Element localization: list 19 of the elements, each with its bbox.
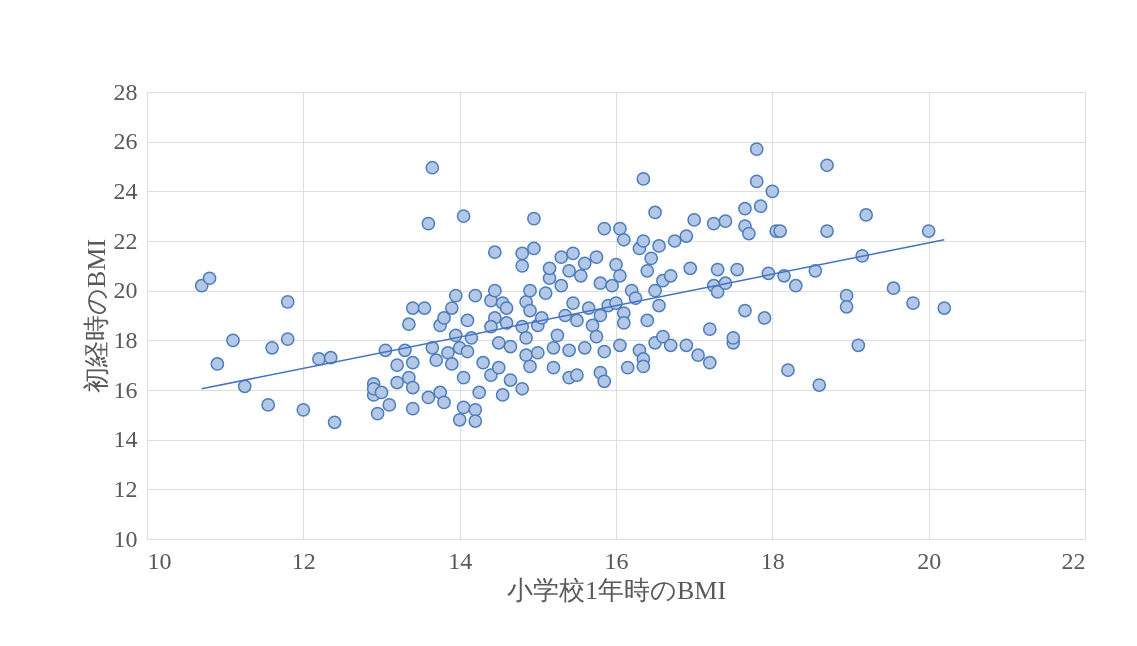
x-tick-label: 12 [291,547,316,574]
y-tick-label: 20 [113,277,138,304]
y-tick-label: 28 [113,78,138,105]
y-tick-label: 22 [113,227,138,254]
x-axis-title: 小学校1年時のBMI [506,575,727,605]
y-tick-label: 14 [113,426,138,453]
y-tick-label: 24 [113,177,138,204]
x-tick-label: 22 [1061,547,1086,574]
y-tick-label: 26 [113,128,138,155]
x-tick-label: 10 [147,547,172,574]
x-tick-label: 16 [604,547,629,574]
y-tick-label: 12 [113,475,138,502]
y-axis-title: 初経時のBMI [81,238,111,394]
x-tick-label: 14 [448,547,473,574]
y-tick-label: 18 [113,326,138,353]
x-tick-label: 18 [760,547,785,574]
x-tick-label: 20 [917,547,942,574]
y-tick-label: 16 [113,376,138,403]
y-tick-label: 10 [113,525,138,552]
